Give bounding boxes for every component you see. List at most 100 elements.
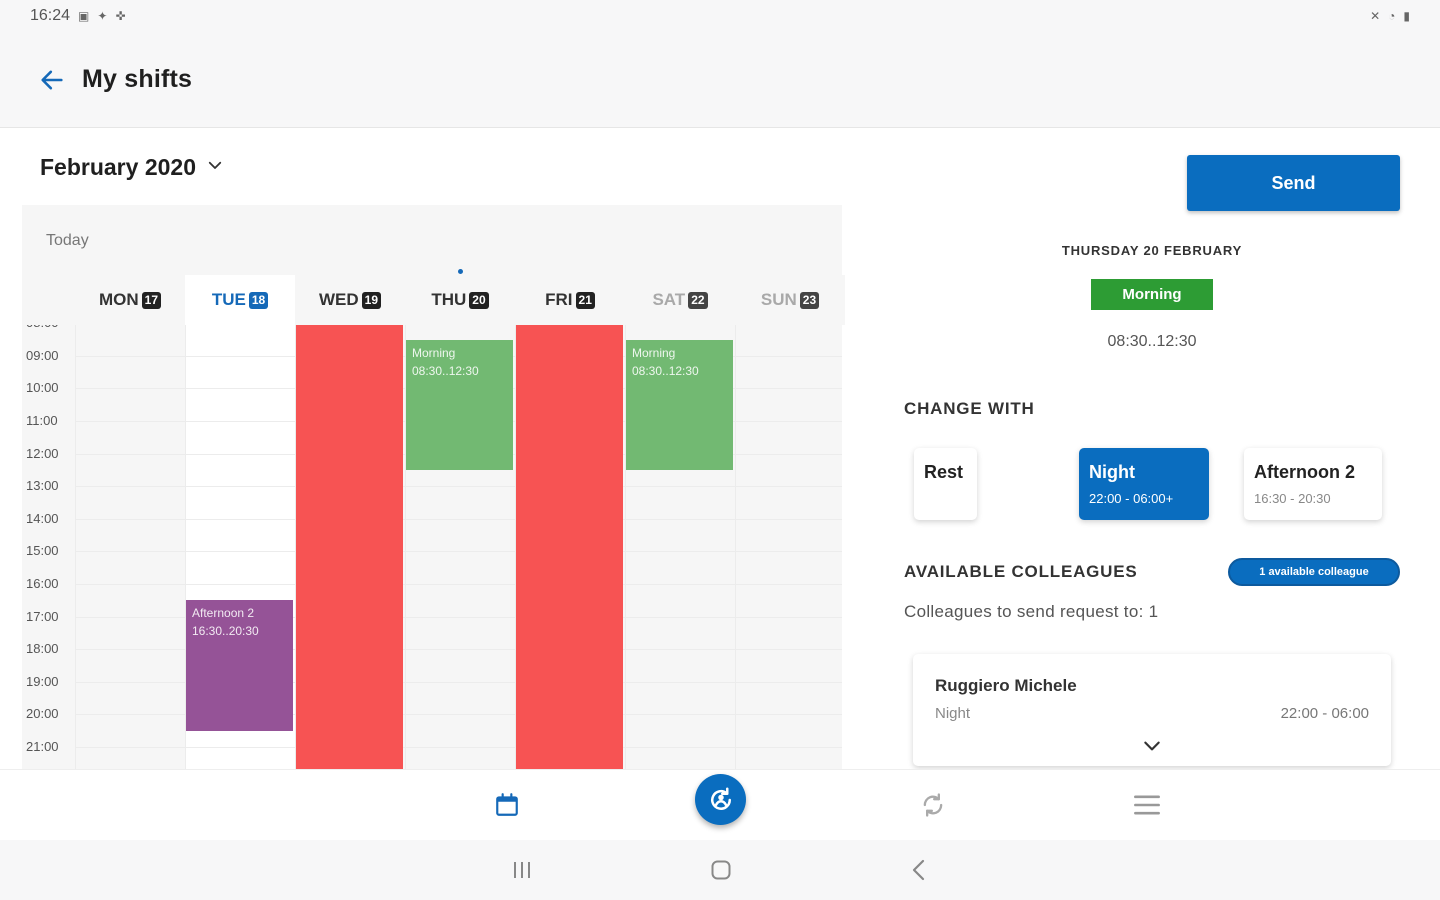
day-header-sat[interactable]: SAT 22 [625,275,735,325]
day-header-fri[interactable]: FRI 21 [515,275,625,325]
time-label: 16:00 [26,576,59,592]
option-name: Night [1089,462,1135,482]
time-label: 08:00 [26,325,59,330]
calendar-icon[interactable] [477,770,537,840]
time-label: 21:00 [26,739,59,755]
day-name: SAT [652,290,686,309]
status-time: 16:24 [30,7,71,24]
hour-gridline [75,714,842,716]
colleague-time: 22:00 - 06:00 [1280,705,1369,722]
back-arrow-icon[interactable] [38,66,66,94]
rest-day-block[interactable] [296,325,403,769]
day-header-sun[interactable]: SUN 23 [735,275,845,325]
event-title: Morning [632,345,676,360]
colleague-card[interactable]: Ruggiero Michele Night 22:00 - 06:00 [913,654,1391,766]
option-name: Rest [924,462,964,482]
day-number: 20 [469,291,489,309]
day-column-sat[interactable] [625,325,735,769]
day-header-tue[interactable]: TUE 18 [185,275,295,325]
hour-gridline [75,747,842,749]
time-label: 10:00 [26,380,59,396]
hour-gridline [75,518,842,520]
day-number: 21 [575,291,595,309]
system-navigation-bar [0,840,1440,900]
send-button[interactable]: Send [1187,155,1400,211]
day-header-wed[interactable]: WED 19 [295,275,405,325]
day-name: WED [318,290,359,309]
battery-icon: ▮ [1403,9,1410,23]
month-selector[interactable]: February 2020 [40,150,224,184]
time-label: 19:00 [26,673,59,689]
chevron-down-icon [206,156,224,179]
rest-day-block[interactable] [516,325,623,769]
week-calendar: Today MON 17 TUE 18 WED 19 THU 20 FRI 21 SAT 22 SUN 2… [22,205,845,769]
selected-shift-time: 08:30..12:30 [1107,333,1197,350]
option-name: Afternoon 2 [1254,462,1355,482]
app-bar: My shifts [0,32,1440,128]
selected-shift-badge: Morning [1091,279,1213,310]
refresh-icon[interactable] [903,770,963,840]
today-row[interactable]: Today [22,205,842,275]
day-column-mon[interactable] [75,325,185,769]
app-icon: ✜ [115,9,126,23]
option-afternoon-2[interactable]: Afternoon 2 16:30 - 20:30 [1244,448,1382,520]
menu-icon[interactable] [1117,770,1177,840]
selected-date: THURSDAY 20 FEBRUARY [1061,243,1243,258]
colleagues-count-text: Colleagues to send request to: 1 [904,602,1159,621]
option-rest[interactable]: Rest [914,448,977,520]
option-time: 16:30 - 20:30 [1254,491,1331,506]
shift-event-morning[interactable]: Morning 08:30..12:30 [406,339,513,470]
day-column-thu[interactable] [405,325,515,769]
shift-event-morning[interactable]: Morning 08:30..12:30 [626,339,733,470]
hour-gridline [75,616,842,618]
home-icon[interactable] [691,840,751,900]
mute-icon: ✕ [1370,9,1381,23]
today-button[interactable]: Today [46,232,89,249]
day-number: 23 [799,291,820,309]
time-label: 09:00 [26,347,59,363]
day-number: 22 [688,291,708,309]
day-column-fri[interactable] [515,325,625,769]
image-icon: ▣ [78,9,90,23]
time-label: 18:00 [26,641,59,657]
day-column-sun[interactable] [735,325,842,769]
recents-icon[interactable] [492,840,552,900]
chevron-down-icon[interactable] [1142,738,1162,754]
shift-event-afternoon-2[interactable]: Afternoon 2 16:30..20:30 [186,600,293,731]
hour-gridline [75,486,842,488]
day-name: TUE [211,290,246,309]
days-header: MON 17 TUE 18 WED 19 THU 20 FRI 21 SAT 22 SUN 23 [22,269,845,325]
hour-gridline [75,584,842,586]
time-label: 13:00 [26,478,59,494]
day-name: MON [98,290,139,309]
event-time: 08:30..12:30 [412,363,479,378]
day-column-wed[interactable] [295,325,405,769]
day-name: THU [431,290,467,309]
twitter-icon: ✦ [97,9,108,23]
event-title: Morning [412,345,456,360]
hour-gridline [75,551,842,553]
available-colleagues-title: AVAILABLE COLLEAGUES [904,562,1138,581]
event-title: Afternoon 2 [192,606,255,621]
option-night[interactable]: Night 22:00 - 06:00+ [1079,448,1209,520]
option-time: 22:00 - 06:00+ [1089,491,1174,506]
colleague-shift: Night [935,705,971,722]
day-header-thu[interactable]: THU 20 [405,269,515,325]
status-bar: 16:24 ▣ ✦ ✜ ✕ ◔ ▮ [0,0,1440,32]
day-number: 18 [248,291,269,309]
swap-request-icon[interactable] [695,774,746,825]
back-icon[interactable] [889,840,949,900]
time-label: 12:00 [26,445,59,461]
day-number: 19 [361,291,382,309]
day-number: 17 [141,291,162,309]
event-time: 16:30..20:30 [192,624,259,639]
day-header-mon[interactable]: MON 17 [75,275,185,325]
month-label: February 2020 [40,153,196,180]
calendar-grid: 08:00 09:00 10:00 11:00 12:00 13:00 14:00 15:00… [22,325,842,769]
day-name: FRI [545,290,573,309]
available-colleague-badge: 1 available colleague [1228,558,1400,586]
time-label: 14:00 [26,510,59,526]
time-label: 11:00 [26,413,58,429]
change-with-title: CHANGE WITH [904,399,1035,418]
wifi-icon: ◔ [1388,9,1396,23]
